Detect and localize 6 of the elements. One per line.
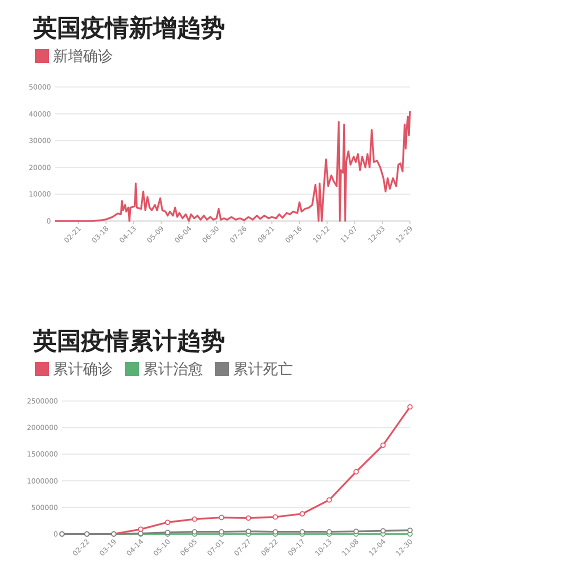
legend-label: 累计治愈 bbox=[143, 360, 203, 378]
chart-title: 英国疫情新增趋势 bbox=[32, 14, 225, 42]
chart-title: 英国疫情累计趋势 bbox=[32, 327, 225, 355]
legend-label: 新增确诊 bbox=[53, 47, 113, 65]
legend-label: 累计确诊 bbox=[53, 360, 113, 378]
legend-label: 累计死亡 bbox=[233, 360, 293, 378]
